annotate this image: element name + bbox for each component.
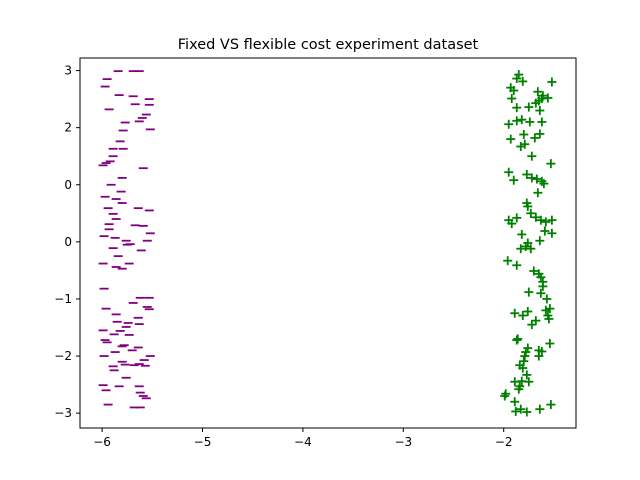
data-point-plus (544, 314, 554, 324)
y-tick-label: −2 (54, 349, 72, 363)
y-tick-label: 3 (64, 64, 72, 78)
data-point-plus (518, 311, 528, 321)
data-point-plus (509, 175, 519, 185)
data-point-plus (535, 106, 545, 116)
data-point-plus (514, 70, 524, 80)
data-point-plus (516, 142, 526, 152)
data-point-plus (520, 351, 530, 361)
data-point-plus (519, 356, 529, 366)
x-tick-label: −4 (294, 435, 312, 449)
x-tick-label: −6 (93, 435, 111, 449)
data-point-plus (500, 391, 510, 401)
data-point-plus (524, 102, 534, 112)
data-point-plus (531, 212, 541, 222)
data-point-plus (542, 294, 552, 304)
data-point-plus (545, 304, 555, 314)
data-point-plus (512, 213, 522, 223)
data-point-plus (541, 217, 551, 227)
data-point-plus (522, 407, 532, 417)
data-point-plus (523, 201, 533, 211)
data-point-plus (518, 363, 528, 373)
y-tick-label: −1 (54, 292, 72, 306)
data-point-plus (503, 256, 513, 266)
data-point-plus (535, 404, 545, 414)
data-point-plus (512, 74, 522, 84)
y-tick-label: 0 (64, 235, 72, 249)
data-point-plus (533, 188, 543, 198)
data-point-plus (522, 169, 532, 179)
data-point-plus (512, 103, 522, 113)
data-point-plus (519, 130, 529, 140)
data-point-plus (518, 76, 528, 86)
plot-area (98, 70, 557, 417)
y-tick-label: 0 (64, 178, 72, 192)
data-point-plus (535, 129, 545, 139)
data-point-plus (536, 215, 546, 225)
data-point-plus (533, 87, 543, 97)
x-tick-label: −3 (394, 435, 412, 449)
data-point-plus (514, 384, 524, 394)
data-point-plus (545, 338, 555, 348)
data-point-plus (538, 281, 548, 291)
chart-title: Fixed VS flexible cost experiment datase… (178, 37, 479, 53)
data-point-plus (507, 94, 517, 104)
axes-frame (79, 57, 577, 429)
data-point-plus (527, 320, 537, 330)
data-point-plus (527, 151, 537, 161)
data-point-plus (526, 208, 536, 218)
data-point-plus (541, 305, 551, 315)
data-point-plus (523, 307, 533, 317)
x-tick-label: −2 (495, 435, 513, 449)
data-point-plus (540, 226, 550, 236)
x-tick-label: −5 (194, 435, 212, 449)
data-point-plus (523, 343, 533, 353)
data-point-plus (526, 244, 536, 254)
data-point-plus (537, 117, 547, 127)
data-point-plus (547, 77, 557, 87)
data-point-plus (512, 116, 522, 126)
data-point-plus (525, 117, 535, 127)
data-point-plus (543, 93, 553, 103)
data-point-plus (516, 404, 526, 414)
data-point-plus (504, 167, 514, 177)
data-point-plus (510, 397, 520, 407)
data-point-plus (547, 228, 557, 238)
data-point-plus (546, 400, 556, 410)
data-point-plus (511, 406, 521, 416)
data-point-plus (524, 377, 534, 387)
data-point-plus (504, 119, 514, 129)
data-point-plus (509, 86, 519, 96)
data-point-plus (530, 133, 540, 143)
data-point-plus (534, 351, 544, 361)
data-point-plus (512, 260, 522, 270)
y-tick-label: −3 (54, 406, 72, 420)
data-point-plus (506, 134, 516, 144)
data-point-plus (522, 370, 532, 380)
data-point-plus (510, 308, 520, 318)
data-point-plus (516, 244, 526, 254)
y-tick-label: 2 (64, 121, 72, 135)
data-point-plus (537, 346, 547, 356)
axis-ticks: −6 −5 −4 −3 −2 −3 −2 −1 0 0 2 3 (54, 64, 512, 449)
data-point-plus (539, 179, 549, 189)
data-point-plus (536, 272, 546, 282)
data-point-plus (512, 335, 522, 345)
data-point-plus (527, 173, 537, 183)
data-point-plus (531, 316, 541, 326)
data-point-plus (517, 229, 527, 239)
data-point-plus (521, 241, 531, 251)
data-point-plus (507, 219, 517, 229)
data-point-plus (517, 115, 527, 125)
data-point-plus (532, 174, 542, 184)
data-point-plus (531, 98, 541, 108)
data-point-plus (535, 236, 545, 246)
data-point-plus (524, 287, 534, 297)
data-point-plus (547, 215, 557, 225)
data-point-plus (536, 288, 546, 298)
data-point-plus (529, 266, 539, 276)
data-point-plus (521, 347, 531, 357)
data-point-plus (546, 159, 556, 169)
data-point-plus (513, 334, 523, 344)
